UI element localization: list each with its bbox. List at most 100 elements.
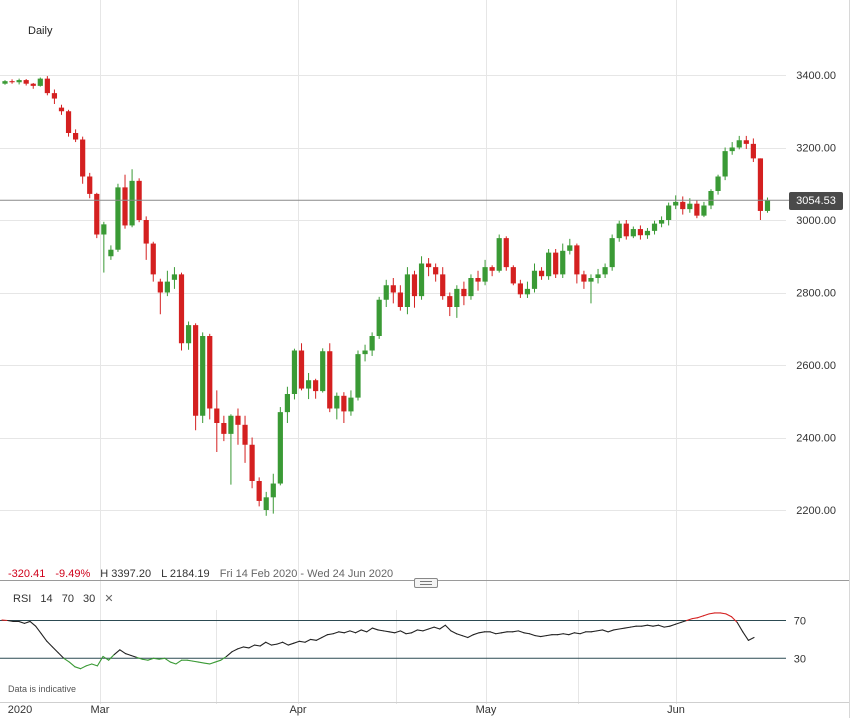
- candle-up: [2, 81, 8, 84]
- rsi-segment: [613, 628, 620, 631]
- rsi-segment: [377, 629, 385, 632]
- candlestick-series: [2, 76, 771, 516]
- rsi-segment: [702, 613, 710, 617]
- candle-up: [284, 394, 290, 413]
- time-tick-label: 2020: [8, 704, 32, 716]
- candle-up: [334, 395, 340, 409]
- rsi-segment: [276, 641, 284, 645]
- candle-up: [383, 285, 389, 300]
- candle-up: [418, 263, 425, 297]
- candle-down: [581, 274, 587, 282]
- candle-up: [729, 147, 735, 152]
- candle-up: [666, 205, 672, 220]
- rsi-tick-label: 70: [794, 616, 806, 628]
- candle-up: [496, 238, 502, 271]
- close-icon[interactable]: ✕: [104, 593, 114, 605]
- rsi-segment: [478, 631, 486, 634]
- rsi-segment: [596, 629, 604, 632]
- candle-up: [355, 354, 361, 398]
- rsi-segment: [124, 653, 132, 657]
- rsi-segment: [736, 621, 744, 633]
- rsi-segment: [209, 661, 216, 665]
- rsi-segment: [383, 630, 390, 633]
- rsi-segment: [310, 638, 317, 641]
- rsi-segment: [472, 632, 480, 636]
- rsi-segment: [523, 632, 531, 635]
- candle-up: [701, 205, 707, 216]
- rsi-segment: [29, 620, 37, 627]
- rsi-segment: [444, 624, 452, 632]
- candle-down: [637, 229, 643, 236]
- candle-up: [404, 274, 411, 307]
- rsi-segment: [304, 638, 312, 643]
- candle-down: [750, 143, 756, 159]
- candle-up: [673, 201, 679, 206]
- rsi-segment: [629, 625, 637, 628]
- candle-down: [221, 423, 227, 434]
- candle-up: [616, 223, 622, 239]
- candle-up: [291, 350, 298, 394]
- rsi-segment: [747, 636, 755, 641]
- rsi-segment: [652, 624, 660, 627]
- rsi-segment: [102, 655, 110, 661]
- candle-up: [468, 278, 474, 297]
- candle-down: [207, 336, 213, 409]
- pane-resize-handle[interactable]: [414, 578, 438, 588]
- rsi-segment: [164, 657, 171, 663]
- rsi-segment: [326, 633, 334, 636]
- rsi-segment: [96, 655, 104, 667]
- rsi-segment: [433, 626, 441, 630]
- time-tick-label: Jun: [667, 704, 685, 716]
- candle-up: [101, 224, 107, 235]
- candle-up: [560, 250, 566, 275]
- candle-up: [708, 191, 714, 206]
- price-axis: 3400.00 3200.00 3000.00 2800.00 2600.00 2400.…: [796, 70, 836, 517]
- candle-down: [757, 158, 764, 211]
- candle-up: [687, 203, 693, 210]
- rsi-segment: [663, 625, 671, 628]
- rsi-segment: [169, 661, 177, 665]
- rsi-segment: [534, 635, 542, 638]
- candle-down: [623, 223, 629, 237]
- candle-down: [313, 380, 319, 392]
- candle-down: [327, 351, 333, 409]
- rsi-segment: [708, 612, 716, 615]
- time-axis: 2020 Mar Apr May Jun: [8, 704, 685, 716]
- rsi-segment: [427, 626, 435, 630]
- rsi-segment: [338, 631, 345, 634]
- candle-up: [171, 274, 178, 280]
- rsi-segment: [315, 636, 323, 641]
- rsi-pane: 70 30: [0, 612, 806, 670]
- last-price-badge: 3054.53: [789, 192, 843, 210]
- period-label[interactable]: Daily: [28, 25, 53, 37]
- rsi-segment: [658, 624, 665, 628]
- rsi-segment: [686, 618, 693, 622]
- rsi-segment: [456, 633, 463, 637]
- rsi-segment: [192, 660, 199, 663]
- rsi-segment: [557, 633, 564, 636]
- change-value: -320.41: [8, 568, 46, 580]
- rsi-segment: [253, 644, 261, 647]
- candle-up: [588, 278, 594, 282]
- rsi-segment: [450, 630, 458, 635]
- rsi-segment: [203, 662, 211, 665]
- rsi-segment: [742, 631, 749, 641]
- candle-up: [164, 281, 170, 293]
- rsi-segment: [422, 628, 430, 632]
- rsi-segment: [298, 640, 306, 643]
- high-value: H 3397.20: [100, 568, 152, 580]
- candle-down: [9, 81, 15, 83]
- candle-down: [440, 274, 446, 297]
- price-tick-label: 3400.00: [796, 70, 836, 82]
- candle-down: [574, 245, 580, 275]
- rsi-segment: [562, 633, 570, 636]
- rsi-segment: [265, 641, 272, 646]
- rsi-segment: [467, 634, 474, 639]
- rsi-segment: [85, 663, 93, 667]
- candle-down: [150, 243, 156, 275]
- candle-up: [658, 220, 665, 224]
- disclaimer-text: Data is indicative: [8, 684, 77, 694]
- candle-up: [736, 140, 742, 148]
